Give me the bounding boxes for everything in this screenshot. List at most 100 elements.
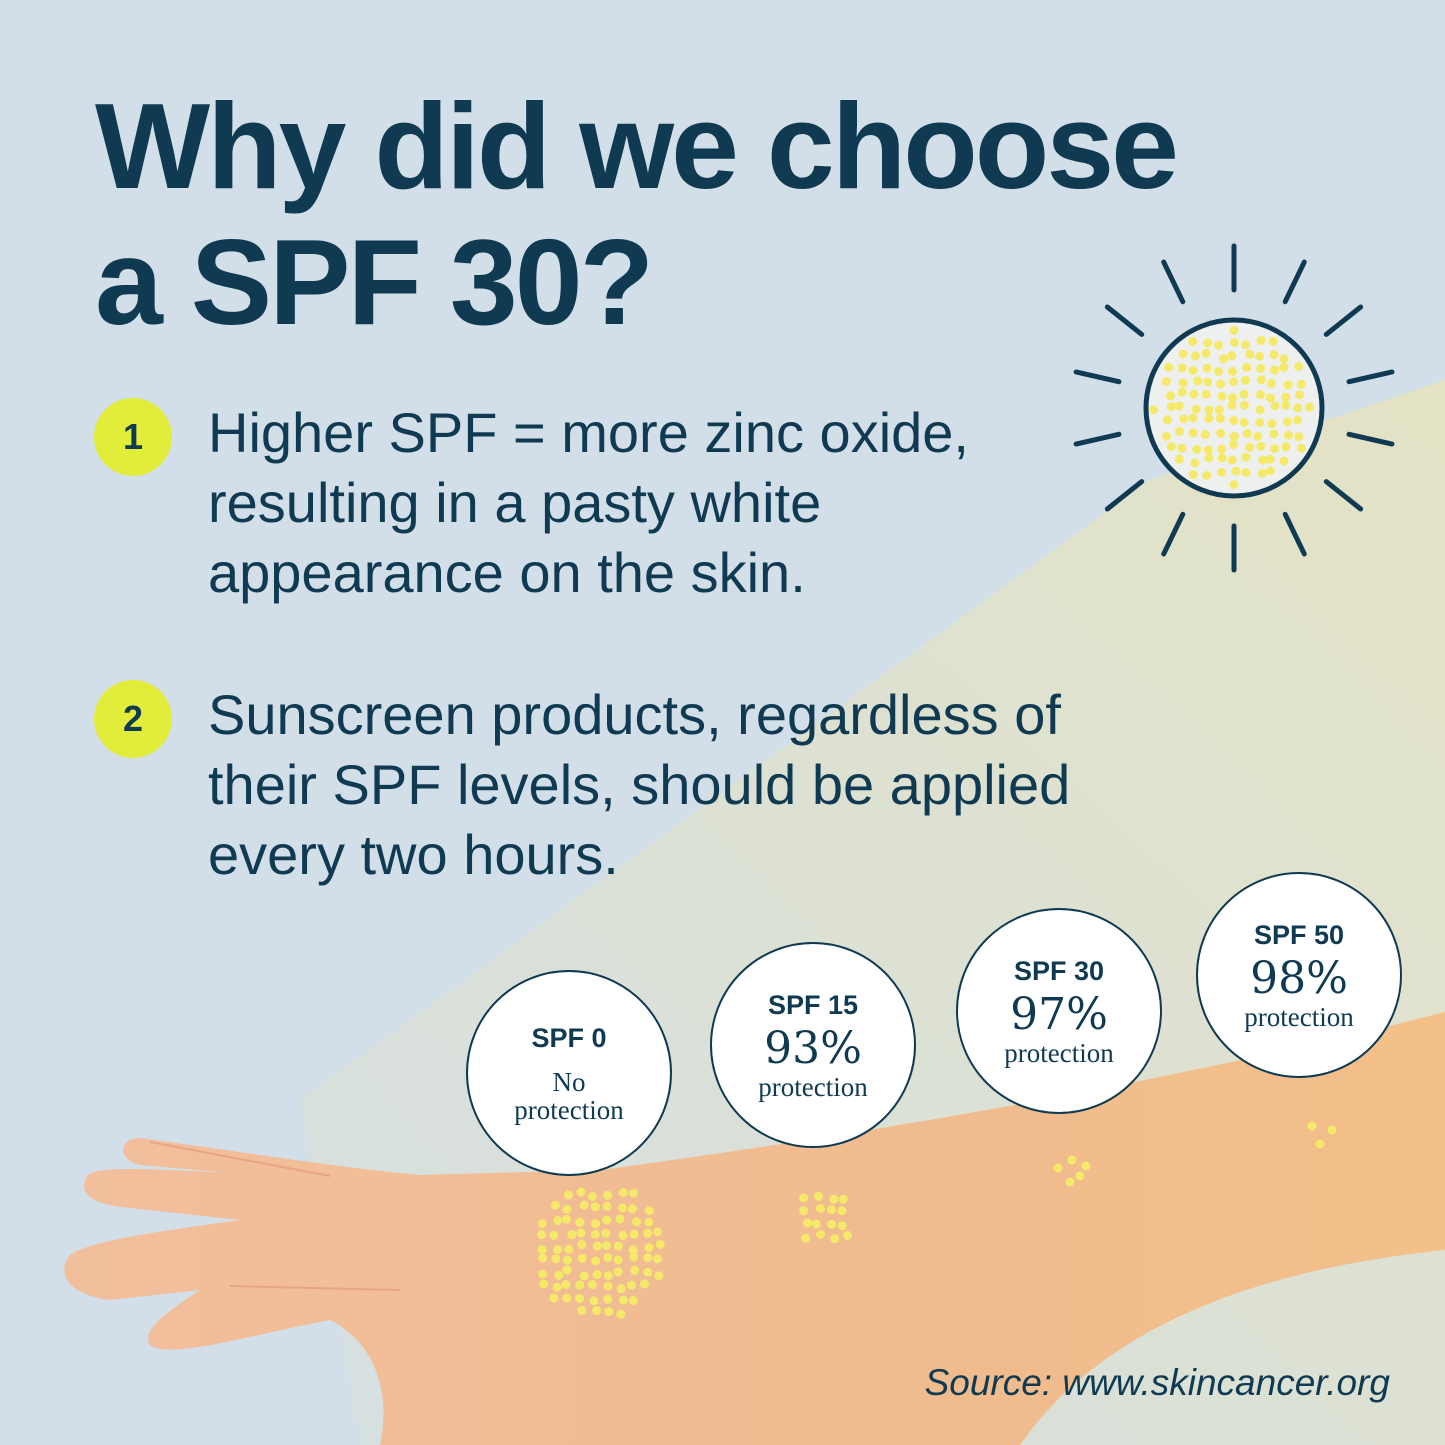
- uv-dot: [562, 1265, 572, 1275]
- uv-dot: [1256, 441, 1266, 451]
- uv-dot: [562, 1204, 572, 1214]
- uv-dot: [830, 1234, 840, 1244]
- uv-dot: [1229, 439, 1239, 449]
- uv-dot: [1204, 414, 1214, 424]
- sun-ray: [1346, 431, 1395, 447]
- uv-dot: [1213, 367, 1223, 377]
- uv-dot: [1177, 387, 1187, 397]
- uv-dot: [1239, 418, 1249, 428]
- uv-dot: [1202, 470, 1212, 480]
- uv-dot: [1255, 405, 1265, 415]
- uv-dot: [1203, 377, 1213, 387]
- uv-dot: [1228, 393, 1238, 403]
- uv-dot: [1297, 379, 1307, 389]
- uv-dot: [1161, 376, 1171, 386]
- uv-dot: [1281, 442, 1291, 452]
- uv-dot: [603, 1281, 613, 1291]
- uv-dot: [632, 1217, 642, 1227]
- uv-dot: [1295, 390, 1305, 400]
- uv-dot: [1253, 431, 1263, 441]
- uv-dot: [587, 1280, 597, 1290]
- uv-dot: [643, 1253, 653, 1263]
- uv-dot: [1282, 417, 1292, 427]
- uv-dot: [643, 1267, 653, 1277]
- uv-dot: [601, 1240, 611, 1250]
- uv-dot: [1294, 362, 1304, 372]
- uv-dot: [1188, 336, 1198, 346]
- spf-circle-0: SPF 0 No protection: [466, 970, 672, 1176]
- point-text: Sunscreen products, regardless of their …: [208, 683, 1071, 886]
- sun-ray: [1161, 511, 1186, 557]
- sun-ray: [1282, 511, 1307, 557]
- uv-dot: [1204, 453, 1214, 463]
- uv-dot: [579, 1200, 589, 1210]
- uv-dot: [1188, 413, 1198, 423]
- uv-dot: [613, 1255, 623, 1265]
- point-text: Higher SPF = more zinc oxide, resulting …: [208, 401, 969, 604]
- uv-dot: [1216, 428, 1226, 438]
- uv-dot: [592, 1270, 602, 1280]
- uv-dot: [1229, 431, 1239, 441]
- uv-dot: [1266, 393, 1276, 403]
- uv-dot: [590, 1229, 600, 1239]
- uv-dot: [653, 1254, 663, 1264]
- number-badge: 2: [94, 680, 172, 758]
- uv-dot: [1270, 444, 1280, 454]
- uv-dot: [628, 1245, 638, 1255]
- sun-ray: [1073, 369, 1122, 385]
- uv-dot: [1270, 401, 1280, 411]
- uv-dot: [575, 1280, 585, 1290]
- uv-dot: [816, 1203, 826, 1213]
- spf-circle-30: SPF 30 97% protection: [956, 908, 1162, 1114]
- uv-dot: [1229, 377, 1239, 387]
- uv-dot: [1217, 453, 1227, 463]
- uv-dot: [1067, 1155, 1077, 1165]
- uv-dot: [601, 1228, 611, 1238]
- uv-dot: [1241, 340, 1251, 350]
- uv-dot: [1239, 400, 1249, 410]
- uv-dot: [630, 1265, 640, 1275]
- uv-dot: [1161, 431, 1171, 441]
- uv-dot: [1265, 454, 1275, 464]
- uv-dot: [1193, 376, 1203, 386]
- uv-dot: [1256, 335, 1266, 345]
- uv-dot: [603, 1294, 613, 1304]
- uv-dot: [576, 1228, 586, 1238]
- uv-dot: [1217, 444, 1227, 454]
- uv-dot: [829, 1194, 839, 1204]
- uv-dot: [799, 1193, 809, 1203]
- uv-dot: [838, 1194, 848, 1204]
- uv-dot: [1293, 403, 1303, 413]
- uv-dot: [537, 1219, 547, 1229]
- uv-dot: [1188, 428, 1198, 438]
- uv-dot: [837, 1221, 847, 1231]
- uv-dot: [1283, 430, 1293, 440]
- uv-dot: [577, 1306, 587, 1316]
- uv-dot: [615, 1214, 625, 1224]
- uv-dot: [562, 1255, 572, 1265]
- uv-dot: [604, 1307, 614, 1317]
- uv-dot: [1177, 363, 1187, 373]
- uv-dot: [617, 1203, 627, 1213]
- uv-dot: [837, 1206, 847, 1216]
- uv-dot: [553, 1215, 563, 1225]
- uv-dot: [627, 1204, 637, 1214]
- uv-dot: [1267, 379, 1277, 389]
- protection-label: No protection: [514, 1066, 624, 1125]
- uv-dot: [1242, 362, 1252, 372]
- uv-dot: [1219, 354, 1229, 364]
- uv-dot: [1242, 429, 1252, 439]
- uv-dot: [575, 1217, 585, 1227]
- point-2: 2 Sunscreen products, regardless of thei…: [94, 680, 1108, 890]
- uv-dot: [1201, 348, 1211, 358]
- uv-dot: [1315, 1139, 1325, 1149]
- uv-dot: [575, 1293, 585, 1303]
- sun-ray: [1104, 304, 1145, 337]
- sun-ray: [1104, 479, 1145, 512]
- uv-dot: [826, 1205, 836, 1215]
- uv-dot: [592, 1241, 602, 1251]
- uv-dot: [1202, 363, 1212, 373]
- sun-ray: [1161, 259, 1186, 305]
- uv-dot: [629, 1252, 639, 1262]
